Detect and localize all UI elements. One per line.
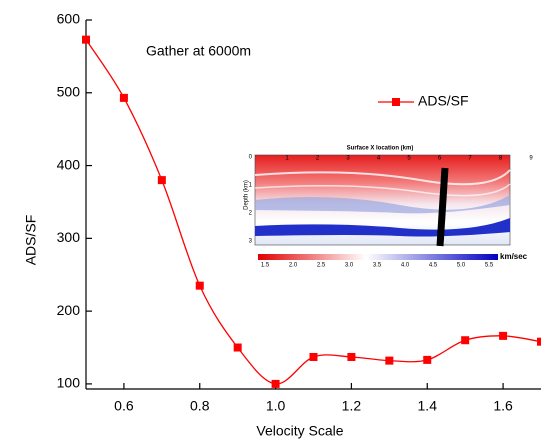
- y-axis-label: ADS/SF: [23, 215, 39, 266]
- inset-image: [254, 154, 511, 260]
- legend-label: ADS/SF: [418, 93, 469, 109]
- x-tick-label: 1.4: [418, 398, 438, 414]
- colorbar-label: 3.0: [345, 263, 354, 269]
- marker: [119, 93, 128, 102]
- marker: [271, 379, 280, 388]
- legend-marker: [392, 98, 400, 106]
- marker: [499, 331, 508, 340]
- x-tick-label: 1.0: [266, 398, 286, 414]
- inset-y-tick: 3: [249, 239, 253, 245]
- y-tick-label: 300: [57, 229, 81, 245]
- x-tick-label: 1.6: [493, 398, 513, 414]
- x-tick-label: 1.2: [342, 398, 362, 414]
- x-axis-label: Velocity Scale: [256, 423, 343, 439]
- colorbar-label: 5.5: [485, 263, 494, 269]
- colorbar-label: 5.0: [457, 263, 466, 269]
- y-tick-label: 100: [57, 375, 81, 391]
- colorbar-label: 2.0: [289, 263, 298, 269]
- colorbar-label: 4.5: [429, 263, 438, 269]
- colorbar-label: 4.0: [401, 263, 410, 269]
- inset-x-tick: 1: [285, 156, 289, 162]
- inset-x-tick: 6: [438, 156, 442, 162]
- inset-x-label: Surface X location (km): [347, 146, 414, 152]
- inset-x-tick: 2: [316, 156, 320, 162]
- inset-x-tick: 8: [499, 156, 503, 162]
- annotation: Gather at 6000m: [146, 43, 251, 59]
- y-tick-label: 500: [57, 83, 81, 99]
- inset-x-tick: 5: [407, 156, 411, 162]
- colorbar-label: 3.5: [373, 263, 382, 269]
- y-tick-label: 400: [57, 156, 81, 172]
- marker: [461, 336, 470, 345]
- colorbar-unit: km/sec: [500, 252, 528, 261]
- marker: [423, 355, 432, 364]
- y-tick-label: 600: [57, 11, 81, 27]
- marker: [233, 343, 242, 352]
- inset-y-tick: 1: [249, 183, 253, 189]
- inset-x-tick: 7: [468, 156, 472, 162]
- x-tick-label: 0.6: [114, 398, 134, 414]
- inset-y-label: Depth (km): [244, 180, 250, 210]
- inset-y-tick: 2: [249, 211, 253, 217]
- marker: [82, 35, 90, 44]
- colorbar-label: 1.5: [261, 263, 270, 269]
- inset-x-tick: 9: [529, 156, 533, 162]
- inset-x-tick: 3: [346, 156, 350, 162]
- colorbar-label: 2.5: [317, 263, 326, 269]
- y-tick-label: 200: [57, 302, 81, 318]
- marker: [347, 352, 356, 361]
- inset-x-tick: 4: [377, 156, 381, 162]
- inset-y-tick: 0: [249, 155, 253, 161]
- marker: [537, 337, 541, 346]
- marker: [195, 281, 204, 290]
- marker: [309, 352, 318, 361]
- marker: [385, 356, 394, 365]
- x-tick-label: 0.8: [190, 398, 210, 414]
- marker: [157, 176, 166, 185]
